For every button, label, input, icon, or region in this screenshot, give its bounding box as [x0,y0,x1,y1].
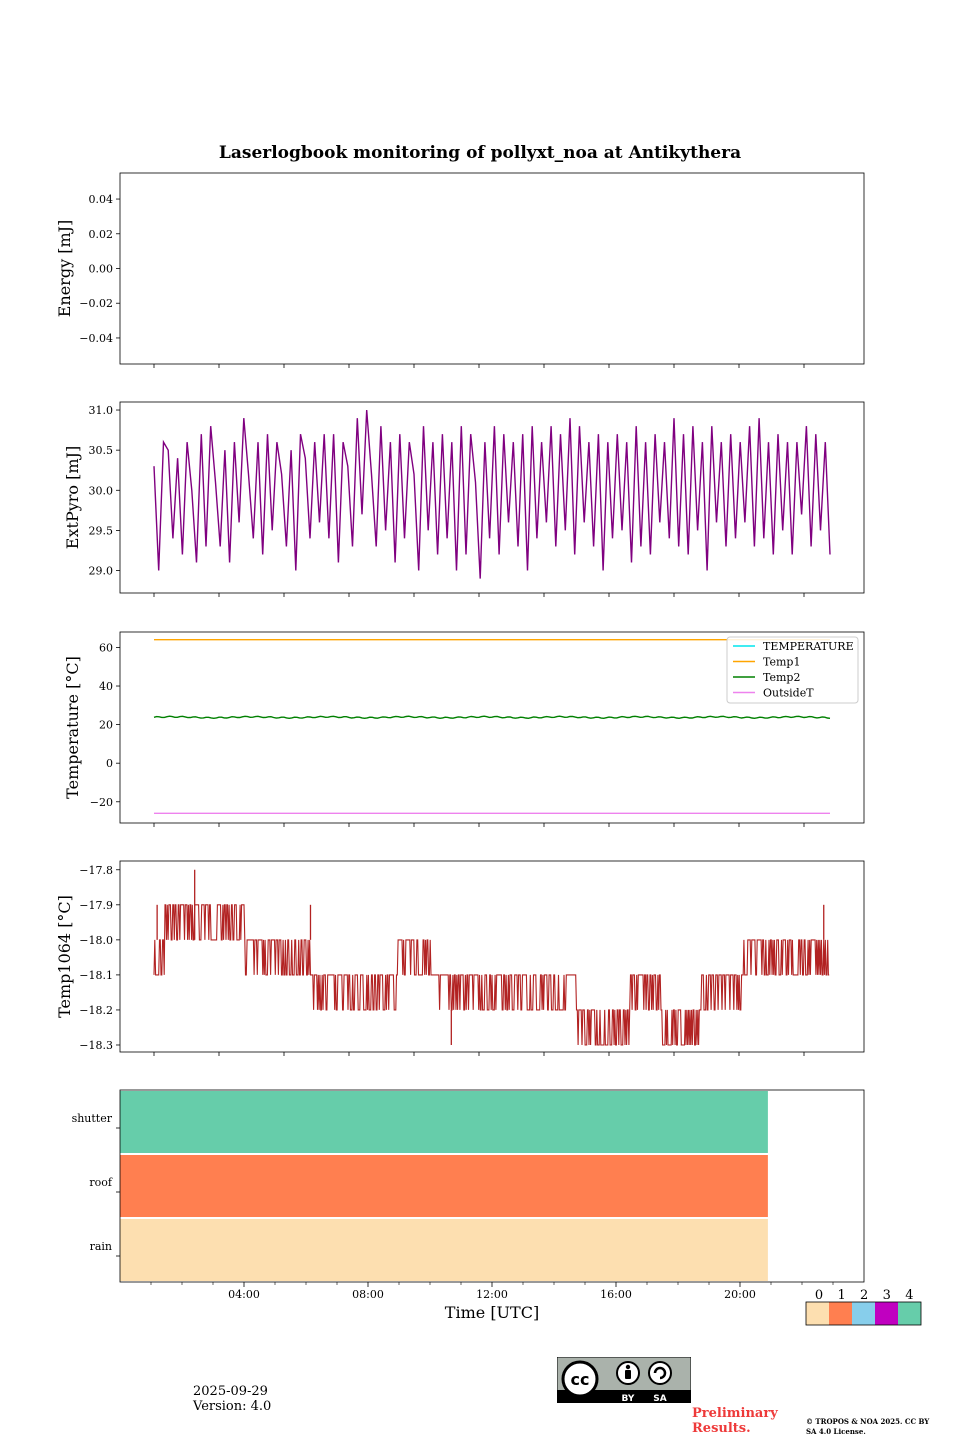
y-tick-label: 0.04 [89,193,114,206]
x-axis-label: Time [UTC] [445,1303,539,1322]
axes-frame [119,631,865,824]
y-axis-label: ExtPyro [mJ] [63,446,82,549]
y-tick-label: −18.0 [79,934,113,947]
colorbar-cell [852,1302,875,1325]
temp2-line [153,715,831,720]
colorbar-frame [805,1301,922,1326]
x-tick-label: 12:00 [476,1288,508,1301]
colorbar-tick-label: 1 [837,1288,845,1303]
chart-title: Laserlogbook monitoring of pollyxt_noa a… [219,143,741,163]
y-tick-label: −18.3 [79,1039,113,1052]
axes-frame [119,860,865,1053]
x-tick-label: 16:00 [600,1288,632,1301]
x-tick-label: 20:00 [724,1288,756,1301]
x-tick-label: 04:00 [228,1288,260,1301]
status-bar-rain [120,1219,768,1281]
colorbar-tick-label: 2 [860,1288,868,1303]
extpyro-line [153,409,831,579]
panel-temp1064: −17.8 −17.9 −18.0 −18.1 −18.2 −18.3 Temp1064 [… [55,860,865,1056]
axes-frame [119,401,865,594]
y-tick-label: 40 [99,680,113,693]
y-tick-label: −17.8 [79,864,113,877]
legend-label: TEMPERATURE [763,640,854,653]
y-tick-label: 0.00 [89,263,114,276]
y-tick-label: −18.1 [79,969,113,982]
colorbar-cell [875,1302,898,1325]
axes-frame [119,172,865,365]
legend-box [726,636,859,704]
y-tick-label: −18.2 [79,1004,113,1017]
y-tick-label: 30.0 [89,484,114,497]
y-tick-label: −17.9 [79,899,113,912]
panel-energy: 0.04 0.02 0.00 −0.02 −0.04 Energy [mJ] [55,172,865,368]
y-tick-label: 20 [99,719,113,732]
license-sa-label: SA [653,1394,666,1403]
license-by-label: BY [622,1394,635,1403]
cc-by-sa-license-badge: cc BY SA [557,1357,691,1403]
y-tick-label: 30.5 [89,444,114,457]
panel-extpyro: 31.0 30.5 30.0 29.5 29.0 ExtPyro [mJ] [63,401,865,597]
y-tick-label: 29.0 [89,565,114,578]
colorbar-tick-label: 3 [883,1288,891,1303]
colorbar-cell [806,1302,829,1325]
colorbar-cell [898,1302,921,1325]
copyright-notice: © TROPOS & NOA 2025. CC BY SA 4.0 Licens… [806,1417,930,1436]
footer-date: 2025-09-29 [193,1384,268,1399]
status-row-label: rain [90,1240,112,1253]
colorbar-tick-label: 4 [905,1288,913,1303]
status-row-label: roof [89,1176,113,1189]
legend-label: OutsideT [763,687,814,700]
legend-label: Temp2 [763,671,800,684]
y-axis-label: Temperature [°C] [63,656,82,799]
y-tick-label: 0 [106,757,113,770]
colorbar-cell [829,1302,852,1325]
y-tick-label: 0.02 [89,228,114,241]
cc-icon-text: cc [571,1370,590,1389]
temperature-legend: TEMPERATURE Temp1 Temp2 OutsideT [726,636,859,704]
y-tick-label: −0.04 [79,332,113,345]
y-tick-label: −20 [90,796,113,809]
footer-version: Version: 4.0 [193,1399,272,1414]
colorbar-tick-label: 0 [815,1288,823,1303]
status-bar-roof [120,1155,768,1217]
y-tick-label: 31.0 [89,404,114,417]
y-axis-label: Energy [mJ] [55,220,74,318]
share-alike-icon [648,1361,672,1385]
status-bar-shutter [120,1091,768,1153]
y-tick-label: −0.02 [79,297,113,310]
y-axis-label: Temp1064 [°C] [55,895,74,1018]
x-tick-label: 08:00 [352,1288,384,1301]
temp1064-line [153,904,830,1046]
y-tick-label: 60 [99,641,113,654]
cc-icon [561,1360,599,1398]
legend-label: Temp1 [763,656,800,669]
preliminary-results-note: Preliminary Results. [692,1406,778,1436]
panel-temperature: 60 40 20 0 −20 Temperature [°C] [63,631,865,827]
status-row-label: shutter [72,1112,113,1125]
y-tick-label: 29.5 [89,524,114,537]
